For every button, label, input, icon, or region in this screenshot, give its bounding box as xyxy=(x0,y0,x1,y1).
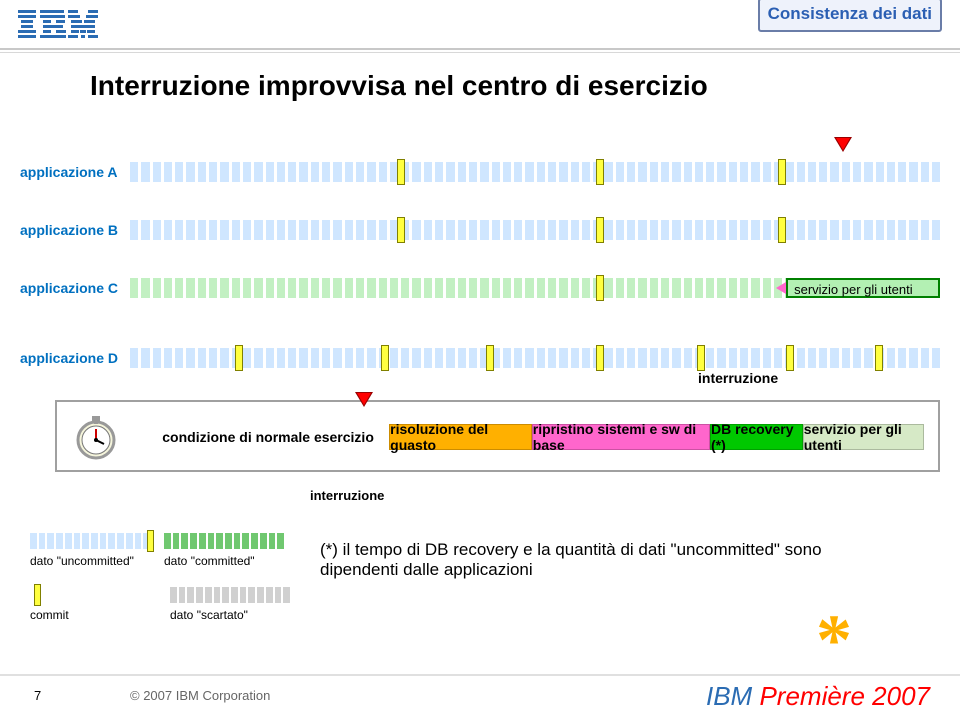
timeline-interruption-label: interruzione xyxy=(310,488,384,503)
track xyxy=(130,159,940,185)
section-badge: Consistenza dei dati xyxy=(758,0,942,32)
track: servizio per gli utenti xyxy=(130,275,940,301)
commit-marker xyxy=(875,345,883,371)
decorative-asterisk: * xyxy=(816,599,852,682)
commit-marker xyxy=(786,345,794,371)
timeline-interruption-marker xyxy=(357,393,371,405)
ibm-logo xyxy=(18,10,98,42)
app-row: applicazione C servizio per gli utenti xyxy=(20,271,940,305)
service-arrow-icon xyxy=(776,282,786,294)
phase-segment: DB recovery (*) xyxy=(710,424,803,450)
header-rule-1 xyxy=(0,48,960,50)
app-label: applicazione B xyxy=(20,222,130,238)
event-ibm: IBM xyxy=(706,681,752,711)
recovery-note: (*) il tempo di DB recovery e la quantit… xyxy=(320,540,860,580)
commit-marker xyxy=(486,345,494,371)
phase-segment: ripristino sistemi e sw di base xyxy=(532,424,710,450)
commit-marker xyxy=(596,217,604,243)
commit-marker xyxy=(778,217,786,243)
interruption-label: interruzione xyxy=(698,370,778,386)
commit-marker xyxy=(235,345,243,371)
commit-marker xyxy=(596,345,604,371)
event-title: IBM Première 2007 xyxy=(706,681,930,712)
phase-segment: condizione di normale esercizio xyxy=(147,424,389,450)
track xyxy=(130,217,940,243)
legend-commit-label: commit xyxy=(30,608,69,622)
slide-header: Consistenza dei dati xyxy=(0,0,960,50)
legend-committed-label: dato "committed" xyxy=(164,554,255,568)
phase-timeline: condizione di normale eserciziorisoluzio… xyxy=(55,400,940,472)
app-label: applicazione D xyxy=(20,350,130,366)
legend-uncommitted: dato "uncommitted" xyxy=(30,530,150,552)
legend-row-2: commit dato "scartato" xyxy=(30,584,290,606)
app-row: applicazione B xyxy=(20,213,940,247)
commit-marker xyxy=(596,159,604,185)
app-label: applicazione A xyxy=(20,164,130,180)
commit-marker xyxy=(397,159,405,185)
app-row: applicazione D xyxy=(20,341,940,375)
copyright: © 2007 IBM Corporation xyxy=(130,688,270,703)
phase-segment: servizio per gli utenti xyxy=(803,424,924,450)
application-tracks: applicazione A applicazione B applicazione… xyxy=(20,155,940,399)
app-label: applicazione C xyxy=(20,280,130,296)
phase-row: condizione di normale eserciziorisoluzio… xyxy=(147,424,924,450)
legend-uncommitted-label: dato "uncommitted" xyxy=(30,554,134,568)
app-row: applicazione A xyxy=(20,155,940,189)
commit-marker xyxy=(397,217,405,243)
header-rule-2 xyxy=(0,52,960,53)
commit-marker xyxy=(381,345,389,371)
slide-number: 7 xyxy=(34,688,41,703)
legend-commit: commit xyxy=(30,584,90,606)
phase-segment: risoluzione del guasto xyxy=(389,424,532,450)
legend-discarded-label: dato "scartato" xyxy=(170,608,248,622)
track xyxy=(130,345,940,371)
legend: dato "uncommitted" dato "committed" comm… xyxy=(30,530,290,606)
slide-footer: 7 © 2007 IBM Corporation * IBM Première … xyxy=(0,674,960,720)
service-box: servizio per gli utenti xyxy=(786,278,940,298)
interruption-marker xyxy=(836,138,850,150)
commit-marker xyxy=(697,345,705,371)
legend-row-1: dato "uncommitted" dato "committed" xyxy=(30,530,290,552)
legend-committed: dato "committed" xyxy=(164,530,284,552)
slide-title: Interruzione improvvisa nel centro di es… xyxy=(90,70,708,102)
stopwatch-icon xyxy=(71,412,121,462)
commit-marker xyxy=(596,275,604,301)
legend-discarded: dato "scartato" xyxy=(170,584,290,606)
event-premiere: Première 2007 xyxy=(759,681,930,711)
commit-marker xyxy=(778,159,786,185)
